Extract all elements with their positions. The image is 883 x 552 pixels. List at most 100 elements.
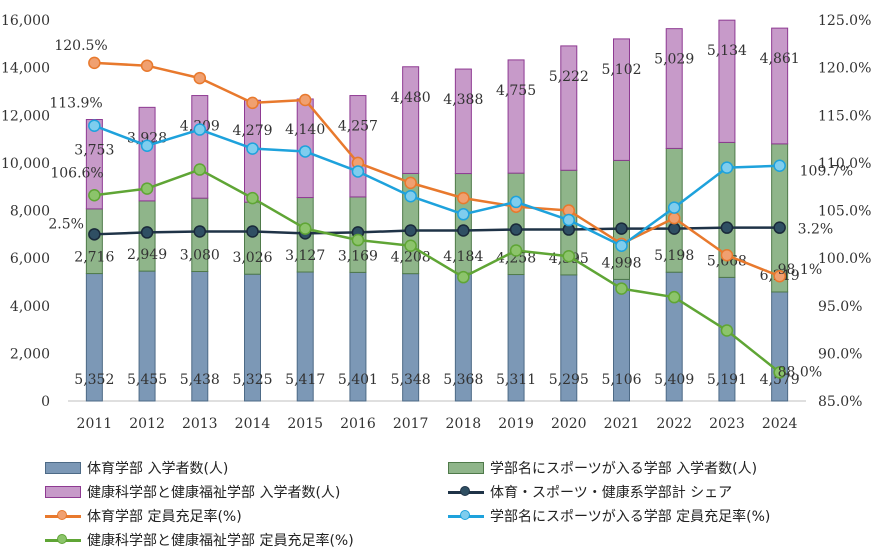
y-tick-label: 16,000 [1, 13, 50, 29]
line-labels: 2.5% 3.2% 120.5% 98.1% 113.9% 109.7% 106.6% 88.… [48, 38, 853, 381]
series-first-label: 106.6% [50, 165, 103, 181]
series-point [351, 165, 365, 178]
x-tick-label: 2021 [604, 416, 640, 432]
bar-labels: 5,3522,7163,7535,4552,9493,9285,4383,080… [74, 43, 799, 388]
series-line [94, 226, 780, 236]
series-line [94, 168, 781, 374]
y2-tick-label: 95.0% [818, 299, 862, 315]
bar-value-label: 2,716 [74, 250, 114, 266]
bar-value-label: 5,348 [391, 372, 431, 388]
series-point [404, 189, 417, 203]
series-point [773, 221, 786, 234]
series-point [140, 226, 154, 239]
bar-value-label: 5,029 [654, 52, 694, 68]
y2-tick-label: 90.0% [818, 346, 862, 362]
bar-segment [560, 45, 578, 171]
series-point [667, 222, 681, 235]
bar-value-label: 4,279 [232, 123, 272, 139]
y-tick-label: 2,000 [10, 346, 50, 362]
y2-tick-label: 115.0% [818, 108, 871, 124]
legend-item-share: 体育・スポーツ・健康系学部計 シェア [448, 482, 732, 502]
legend-line-health-rate [45, 533, 81, 547]
series-point [720, 221, 734, 234]
series-point [193, 123, 207, 136]
series-point [298, 145, 312, 158]
y-tick-label: 14,000 [1, 61, 50, 77]
bar-segment [402, 66, 420, 174]
x-tick-label: 2016 [340, 416, 376, 432]
bar-value-label: 5,106 [601, 372, 641, 388]
series-point [140, 182, 154, 195]
x-tick-label: 2017 [393, 416, 429, 432]
series-point [457, 270, 470, 284]
bar-value-label: 5,191 [707, 372, 747, 388]
series-point [88, 119, 101, 132]
series-last-label: 3.2% [798, 222, 834, 238]
series-point [720, 249, 734, 262]
x-tick-label: 2012 [129, 416, 165, 432]
bar-value-label: 3,127 [285, 248, 325, 264]
series-point [615, 282, 628, 295]
series-point [404, 176, 417, 190]
series-point [509, 244, 523, 257]
x-tick-label: 2022 [656, 416, 692, 432]
series-point [298, 93, 312, 107]
legend-line-sports-rate [448, 509, 484, 523]
series-point [88, 189, 101, 202]
bar-value-label: 5,438 [180, 372, 220, 388]
x-tick-label: 2015 [287, 416, 323, 432]
x-tick-label: 2019 [498, 416, 534, 432]
bar-value-label: 5,198 [654, 248, 694, 264]
y2-tick-label: 110.0% [818, 156, 871, 172]
bar-value-label: 5,455 [127, 372, 167, 388]
series-point [193, 71, 207, 85]
series-point [562, 213, 576, 227]
lines [88, 56, 786, 379]
x-tick-label: 2011 [77, 416, 113, 432]
bar-value-label: 5,401 [338, 372, 378, 388]
bar-value-label: 4,140 [285, 122, 325, 138]
bar-value-label: 4,480 [391, 90, 431, 106]
bar-segment [718, 19, 736, 143]
series-point [667, 290, 681, 304]
y-tick-label: 12,000 [1, 108, 50, 124]
bar-value-label: 5,134 [707, 43, 747, 59]
legend-label-share: 体育・スポーツ・健康系学部計 シェア [490, 485, 733, 501]
series-point [667, 201, 681, 214]
series-point [88, 228, 101, 241]
bar-value-label: 4,208 [391, 250, 431, 266]
bar-value-label: 5,311 [496, 372, 536, 388]
series-point [509, 195, 523, 209]
bar-value-label: 5,368 [443, 372, 483, 388]
series-point [246, 191, 259, 205]
series-point [509, 223, 523, 236]
x-tick-label: 2024 [762, 416, 798, 432]
combo-chart: 02,0004,0006,0008,00010,00012,00014,0001… [1, 13, 871, 432]
series-point [404, 224, 417, 237]
series-point [404, 239, 417, 252]
legend-label-health-rate: 健康科学部と健康福祉学部 定員充足率(%) [87, 533, 354, 549]
series-first-label: 120.5% [54, 38, 107, 54]
series-point [193, 163, 207, 176]
bar-value-label: 2,949 [127, 247, 167, 263]
y2-tick-label: 85.0% [818, 394, 862, 410]
legend-swatch-health-enrollment [45, 486, 81, 498]
series-point [193, 225, 207, 238]
series-first-label: 2.5% [48, 216, 84, 232]
bar-value-label: 4,579 [760, 372, 800, 388]
legend-label-pe-enrollment: 体育学部 入学者数(人) [87, 461, 229, 477]
bar-segment [138, 106, 156, 202]
bar-value-label: 4,998 [601, 255, 641, 271]
series-point [667, 211, 681, 225]
series-point [773, 269, 786, 283]
y2-tick-label: 105.0% [818, 204, 871, 220]
legend-line-pe-rate [45, 509, 81, 523]
legend-label-pe-rate: 体育学部 定員充足率(%) [87, 509, 242, 525]
series-point [298, 222, 312, 235]
bar-value-label: 5,222 [549, 69, 589, 85]
bar-segment [613, 38, 630, 161]
legend-item-health-enrollment: 健康科学部と健康福祉学部 入学者数(人) [45, 482, 340, 502]
bar-value-label: 5,409 [654, 372, 694, 388]
bar-value-label: 3,753 [74, 143, 114, 159]
bar-segment [507, 59, 525, 174]
